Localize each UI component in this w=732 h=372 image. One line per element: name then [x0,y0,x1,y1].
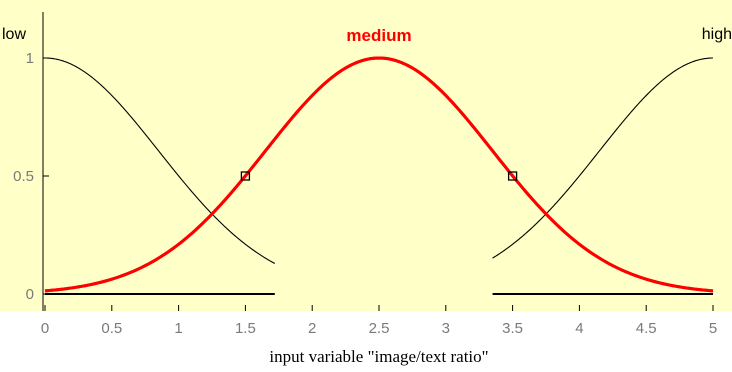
x-tick-label: 4 [575,320,583,337]
curve-handle[interactable] [507,171,518,181]
x-tick-label: 3 [442,320,450,337]
curve-handles[interactable] [240,171,518,181]
mf-label-low[interactable]: low [2,26,26,43]
y-tick-label: 0 [26,286,34,303]
x-tick-label: 2.5 [369,320,390,337]
x-tick-label: 0 [41,320,49,337]
x-tick-label: 4.5 [636,320,657,337]
x-tick-label: 3.5 [502,320,523,337]
x-tick-label: 2 [308,320,316,337]
mf-curve-high [492,57,714,259]
y-tick-label: 1 [26,50,34,67]
membership-labels: low medium high [2,26,732,45]
x-tick-label: 1 [174,320,182,337]
x-axis-ticks: 0 0.5 1 1.5 2 2.5 3 3.5 4 4.5 5 [41,305,717,337]
x-tick-label: 0.5 [101,320,122,337]
mf-label-medium[interactable]: medium [346,26,411,45]
curve-handle[interactable] [240,171,251,181]
x-tick-label: 1.5 [235,320,256,337]
x-axis-label: input variable "image/text ratio" [269,347,488,366]
mf-curve-medium-top [44,56,714,293]
x-tick-label: 5 [709,320,717,337]
plot-area[interactable] [0,0,732,311]
mf-label-high[interactable]: high [702,26,732,43]
membership-curves [44,56,714,295]
y-tick-label: 0.5 [13,168,34,185]
mf-curve-low [44,57,276,265]
